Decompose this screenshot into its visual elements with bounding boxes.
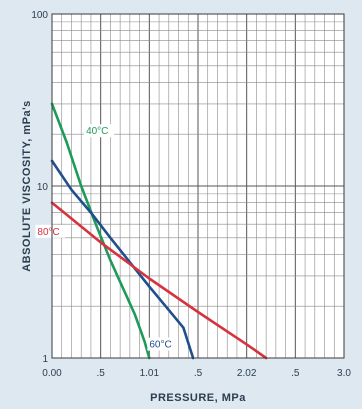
y-tick-label: 100 — [31, 10, 48, 21]
x-tick-label: .5 — [194, 368, 203, 379]
x-tick-label: 2.02 — [237, 368, 257, 379]
y-axis-title: ABSOLUTE VISCOSITY, mPa's — [21, 100, 33, 272]
series-label-40C: 40°C — [86, 126, 108, 137]
x-tick-label: .5 — [291, 368, 300, 379]
y-tick-label: 10 — [37, 182, 49, 193]
x-tick-label: 0.00 — [42, 368, 62, 379]
series-label-80C: 80°C — [37, 227, 59, 238]
grid — [52, 14, 344, 358]
x-tick-label: 3.0 — [337, 368, 351, 379]
series-label-60C: 60°C — [149, 340, 171, 351]
x-axis-title: PRESSURE, MPa — [150, 392, 246, 404]
x-tick-label: .5 — [96, 368, 105, 379]
x-tick-label: 1.01 — [140, 368, 160, 379]
y-tick-label: 1 — [42, 354, 48, 365]
